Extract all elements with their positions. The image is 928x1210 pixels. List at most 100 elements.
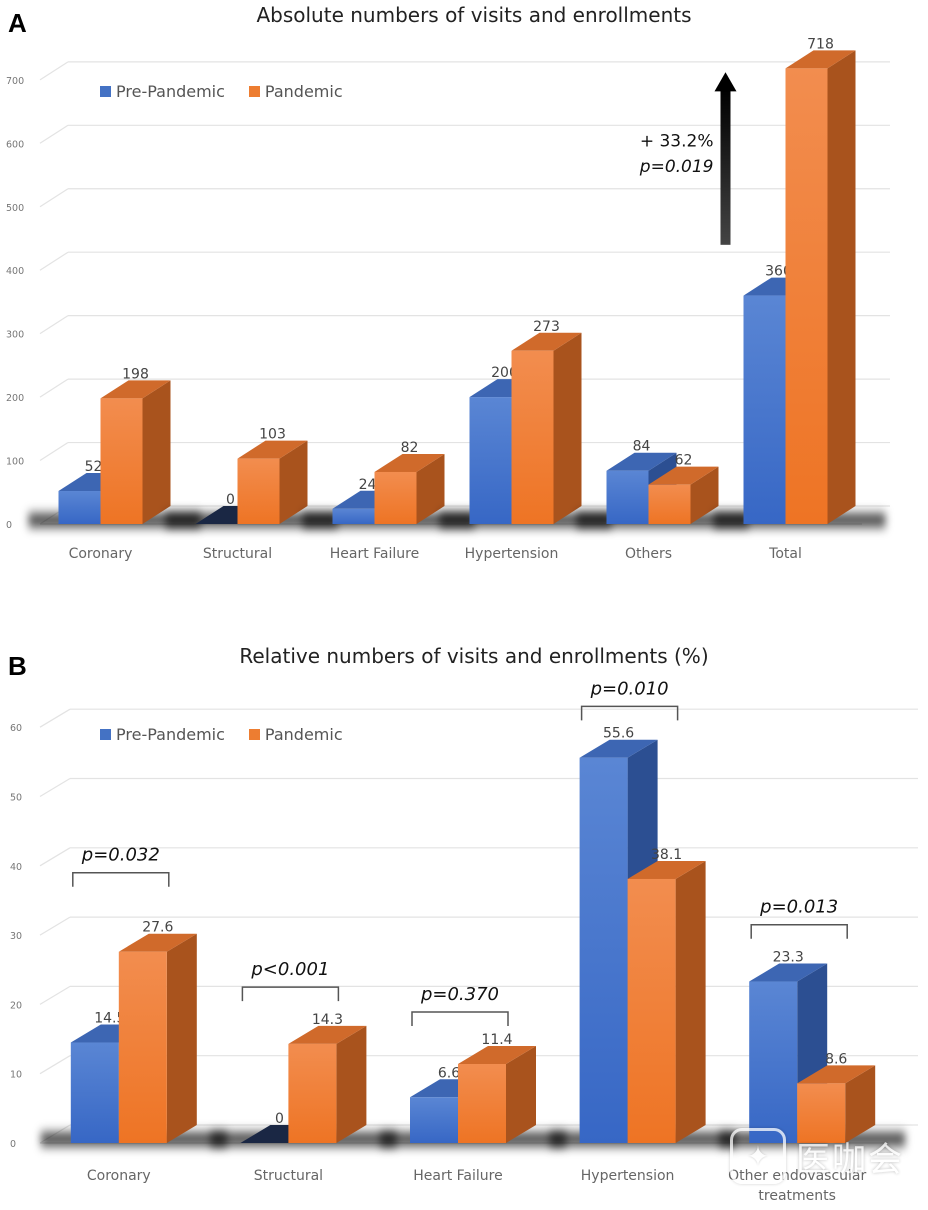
p-value-label: p=0.370 [420, 984, 499, 1005]
y-tick-label: 20 [10, 1000, 22, 1011]
y-tick-label: 0 [10, 1139, 16, 1150]
x-category-label: Total [768, 546, 802, 562]
data-label: 14.3 [312, 1012, 343, 1028]
y-tick-label: 0 [6, 520, 12, 531]
p-value-label: p=0.013 [759, 897, 838, 918]
increase-arrow-shaft [720, 89, 731, 245]
bar-top [288, 1025, 367, 1044]
significance-bracket [241, 986, 340, 1002]
gridline [39, 777, 918, 798]
chart-b-legend: Pre-Pandemic Pandemic [100, 725, 367, 744]
data-label: 718 [807, 36, 834, 52]
bar-top [100, 380, 171, 399]
gridline [39, 61, 890, 81]
bar-pandemic-other-endovascular-treatments [797, 1065, 876, 1143]
legend-label-pandemic: Pandemic [264, 82, 343, 101]
significance-bracket [72, 871, 170, 887]
gridline [39, 847, 918, 867]
x-category-label: Coronary [87, 1168, 151, 1184]
bar-front [288, 1043, 337, 1143]
bar-pandemic-heart-failure [458, 1045, 536, 1143]
data-label: 0 [275, 1111, 284, 1127]
x-category-label: Heart Failure [413, 1168, 502, 1184]
y-tick-label: 300 [6, 330, 24, 341]
data-label: 103 [259, 427, 286, 443]
bar-top [606, 452, 677, 471]
category-group-coronary: 14.5 27.6 Coronary p=0.032 [40, 845, 227, 1184]
chart-b-title: Relative numbers of visits and enrollmen… [239, 644, 709, 668]
x-category-label: Structural [203, 546, 272, 562]
gridline-diagonal [39, 708, 71, 728]
bar-side [166, 933, 197, 1143]
bar-top [797, 1065, 876, 1084]
panel-b-letter: B [8, 651, 27, 681]
chart-a-legend: Pre-Pandemic Pandemic [100, 82, 367, 101]
legend-item-pre-pandemic: Pre-Pandemic [100, 725, 225, 744]
bar-pandemic-coronary [100, 380, 171, 524]
data-label: 38.1 [651, 847, 682, 863]
data-label: 360 [765, 264, 792, 280]
y-tick-label: 500 [6, 203, 24, 214]
x-category-label: treatments [758, 1188, 836, 1204]
bar-side [506, 1045, 536, 1143]
significance-bracket [750, 923, 848, 939]
x-category-label: Structural [254, 1168, 323, 1184]
chart-a-plot: 0 100 200 300 400 500 600 700 52 198 Coronary 0 103 S… [6, 36, 890, 562]
percent-change-label: + 33.2% [640, 131, 714, 151]
p-value-label: p<0.001 [250, 959, 329, 980]
gridline-diagonal [39, 378, 69, 398]
gridline-diagonal [39, 1055, 71, 1075]
bar-front [410, 1097, 458, 1143]
bar-side [827, 50, 856, 524]
data-label: 14.5 [94, 1011, 125, 1027]
bar-side [336, 1025, 367, 1143]
p-value-label: p=0.010 [590, 678, 669, 699]
bar-pandemic-structural [237, 440, 308, 524]
data-label: 0 [226, 492, 235, 508]
watermark-text: 医咖会 [796, 1139, 904, 1180]
bar-front [797, 1083, 846, 1143]
bar-pandemic-coronary [118, 933, 197, 1143]
bar-front [458, 1063, 506, 1143]
data-label: 23.3 [773, 950, 804, 966]
bar-side [690, 466, 719, 524]
legend-item-pandemic: Pandemic [248, 82, 343, 101]
gridline [39, 188, 890, 208]
bar-top [511, 332, 582, 351]
gridline-diagonal [39, 61, 69, 81]
bar-pandemic-hypertension [511, 332, 582, 524]
gridline [39, 708, 918, 728]
bar-top [458, 1045, 536, 1064]
bar-top [374, 453, 445, 472]
data-label: 6.6 [438, 1065, 460, 1081]
category-group-hypertension: 200 273 Hypertension [439, 319, 612, 562]
bar-top [749, 963, 828, 982]
data-label: 82 [401, 440, 419, 456]
data-label: 8.6 [825, 1051, 847, 1067]
data-label: 11.4 [481, 1032, 512, 1048]
y-tick-label: 100 [6, 457, 24, 468]
bar-front [100, 398, 143, 524]
gridline-diagonal [39, 847, 71, 867]
watermark: ✦ 医咖会 [730, 1128, 904, 1184]
category-group-other-endovascular-treatments: 23.3 8.6 Other endovascular treatments p=0.0… [719, 897, 906, 1204]
legend-item-pandemic: Pandemic [248, 725, 343, 744]
gridline-diagonal [39, 916, 71, 936]
data-label: 52 [85, 459, 103, 475]
x-category-label: Hypertension [465, 546, 559, 562]
legend-swatch-pre-pandemic [100, 86, 111, 97]
bar-front [374, 471, 417, 524]
bar-front [627, 878, 676, 1143]
bar-top [579, 739, 658, 758]
x-category-label: Coronary [69, 546, 133, 562]
y-tick-label: 10 [10, 1070, 22, 1081]
bar-top [118, 933, 197, 952]
legend-label-pandemic: Pandemic [264, 725, 343, 744]
y-tick-label: 50 [10, 793, 22, 804]
bar-pandemic-total [785, 50, 856, 524]
gridline-diagonal [39, 124, 69, 144]
bar-pandemic-others [648, 466, 719, 524]
y-tick-label: 200 [6, 393, 24, 404]
bar-front [511, 350, 554, 524]
data-label: 27.6 [142, 920, 173, 936]
